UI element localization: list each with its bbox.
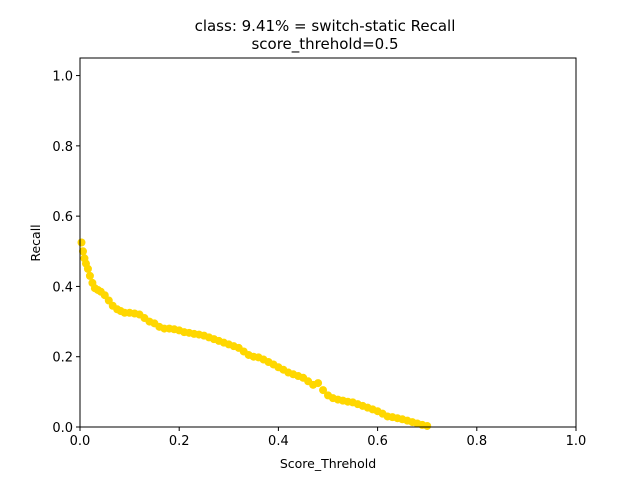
x-tick-label: 0.0: [70, 434, 91, 449]
data-series: [77, 238, 432, 430]
data-point: [319, 386, 328, 395]
y-tick-label: 0.2: [52, 351, 73, 366]
y-tick-label: 0.4: [52, 280, 73, 295]
x-tick-label: 0.8: [466, 434, 487, 449]
y-tick-label: 0.8: [52, 140, 73, 155]
x-axis-label: Score_Threhold: [280, 456, 376, 471]
data-point: [423, 421, 432, 430]
x-tick-label: 0.4: [268, 434, 289, 449]
x-tick-label: 0.2: [169, 434, 190, 449]
x-axis-ticks: 0.0 0.2 0.4 0.6 0.8 1.0: [70, 427, 587, 449]
y-tick-label: 1.0: [52, 70, 73, 85]
chart-title: class: 9.41% = switch-static Recall: [195, 17, 456, 35]
plot-frame: [79, 57, 577, 428]
y-axis-ticks: 0.0 0.2 0.4 0.6 0.8 1.0: [52, 70, 80, 436]
data-point: [77, 238, 86, 247]
y-axis-label: Recall: [28, 224, 43, 261]
x-tick-label: 0.6: [367, 434, 388, 449]
data-point: [78, 247, 87, 256]
y-tick-label: 0.6: [52, 210, 73, 225]
chart-subtitle: score_threhold=0.5: [251, 35, 398, 54]
data-point: [85, 271, 94, 280]
y-tick-label: 0.0: [52, 421, 73, 436]
x-tick-label: 1.0: [566, 434, 587, 449]
data-point: [314, 379, 323, 388]
data-point: [83, 264, 92, 273]
